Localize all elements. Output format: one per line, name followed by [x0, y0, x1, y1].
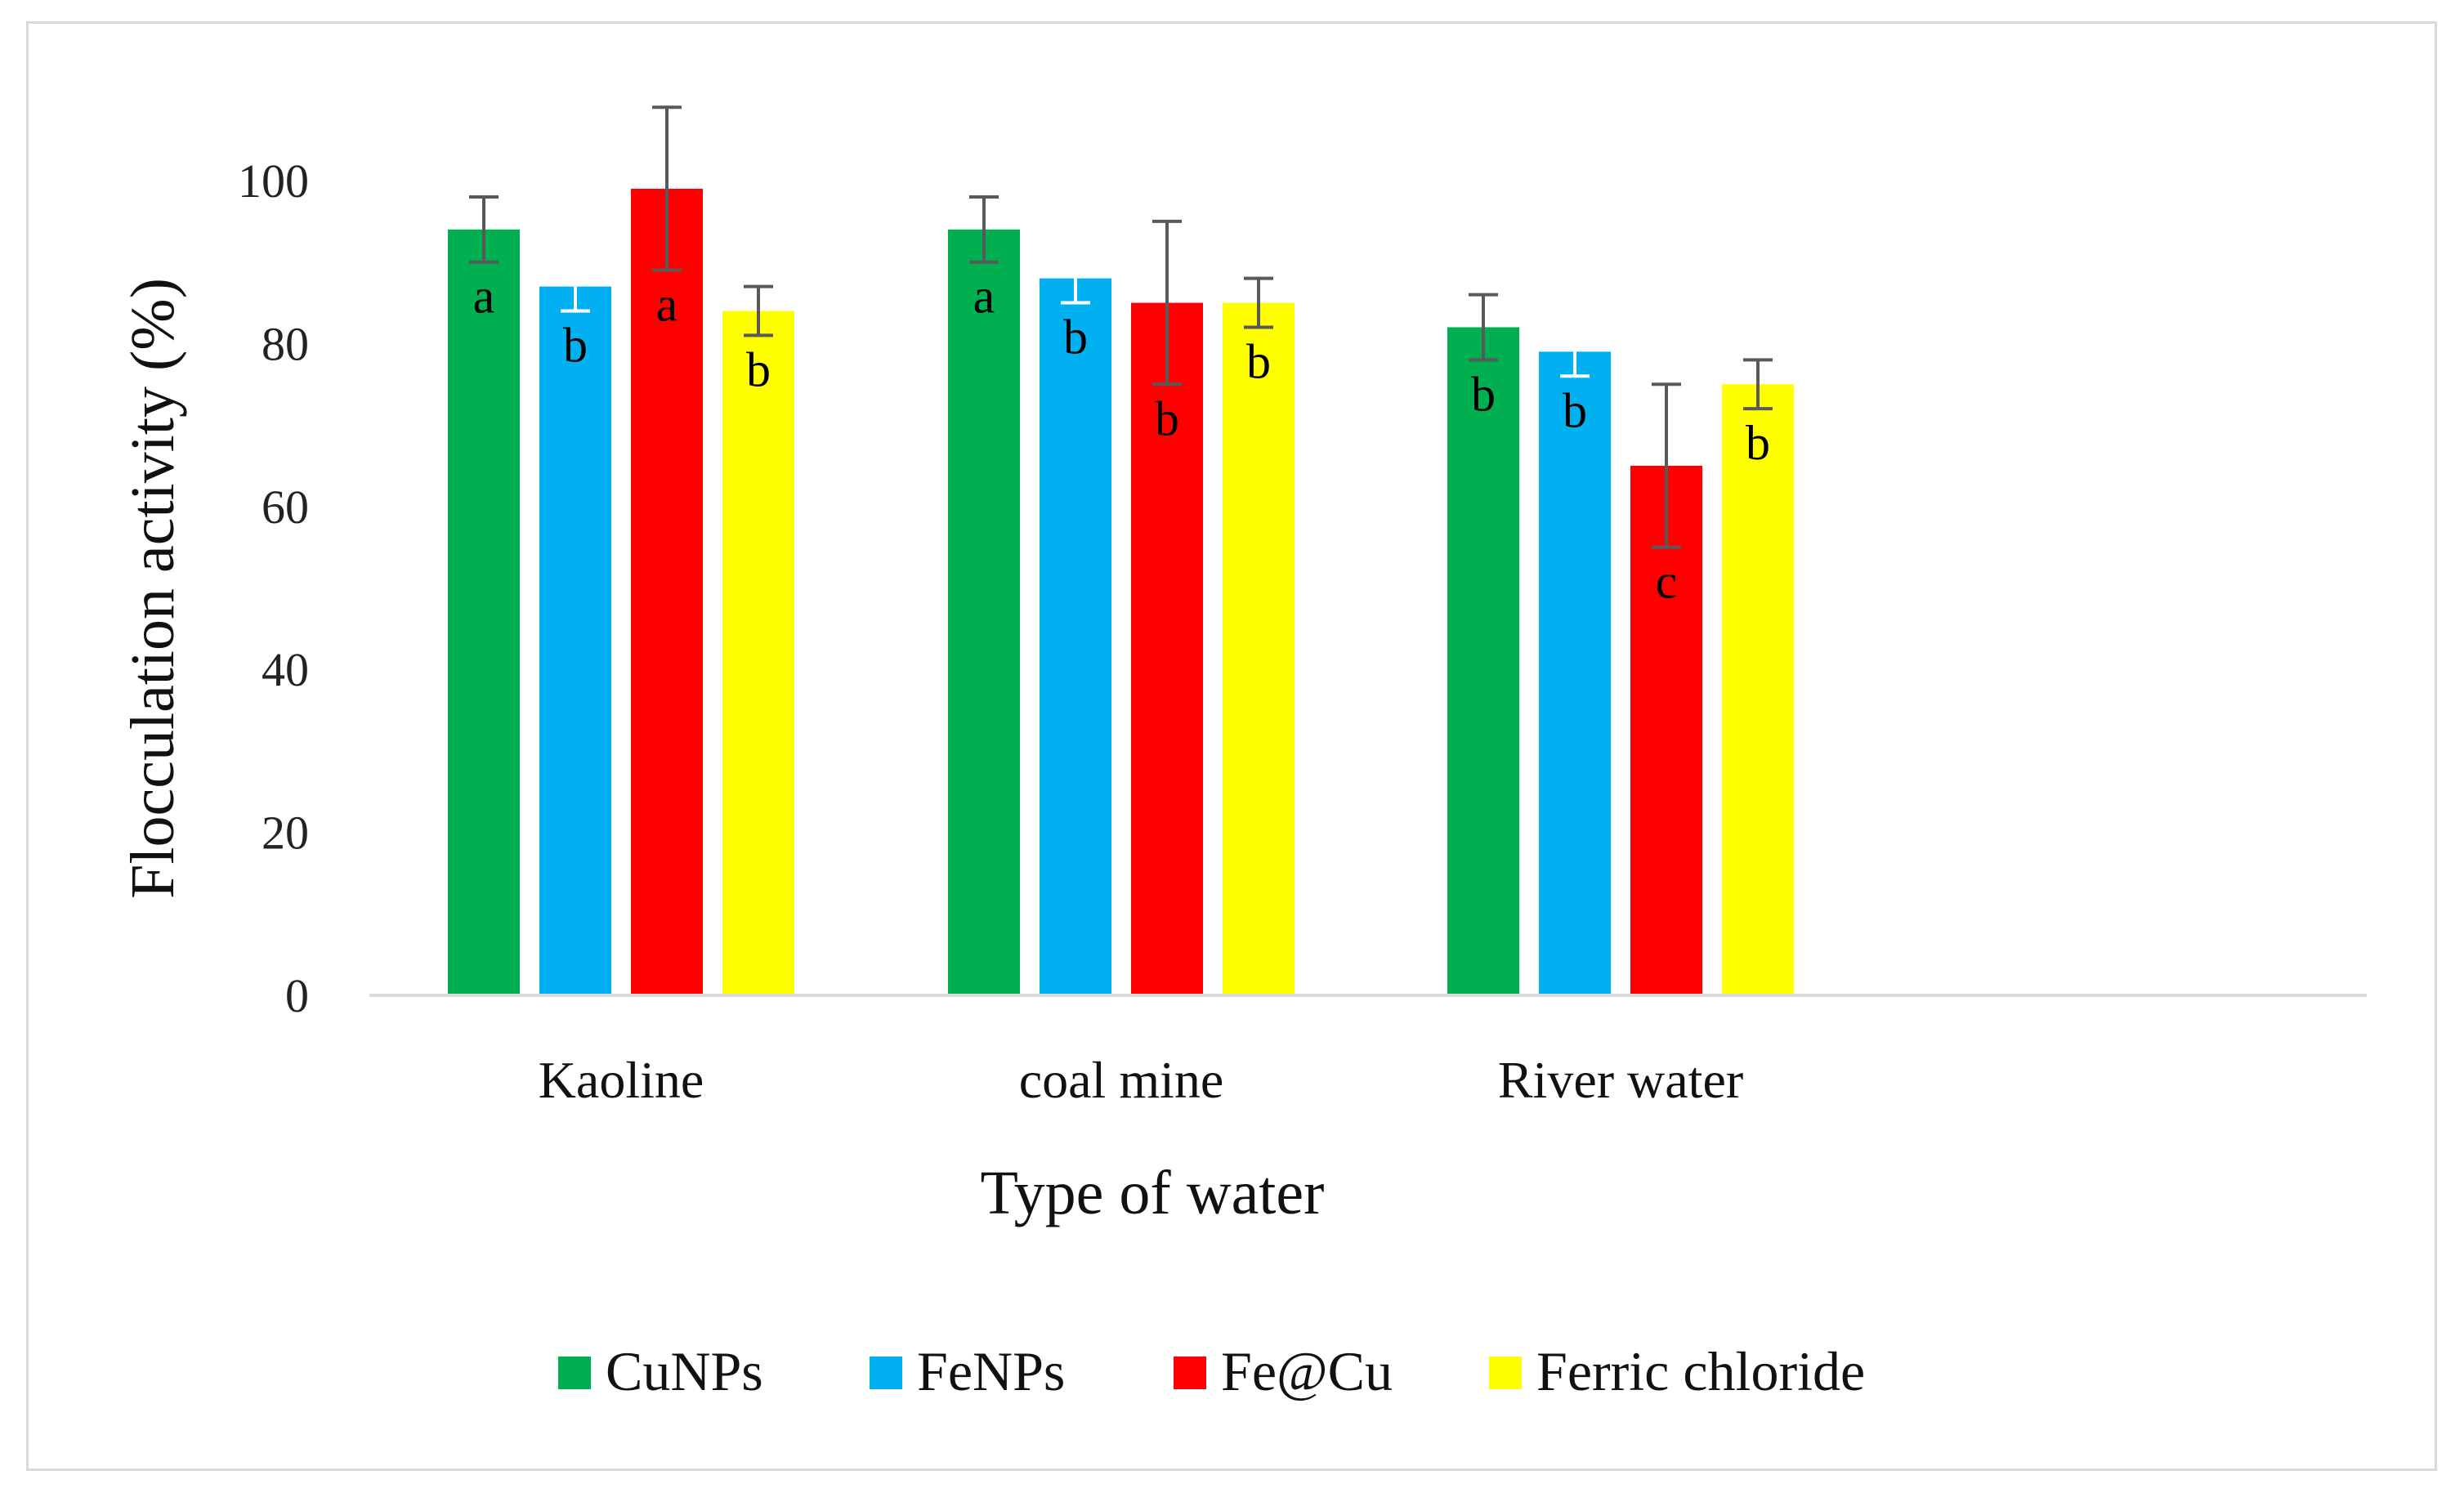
significance-label: b [563, 319, 588, 373]
bar [1447, 327, 1519, 996]
significance-label: b [746, 342, 771, 396]
error-bars [469, 105, 1773, 549]
bar [1040, 278, 1111, 995]
significance-labels: a b a b a b b b b b c b [473, 270, 1770, 609]
significance-label: a [973, 270, 995, 324]
legend: CuNPs FeNPs Fe@Cu Ferric chloride [558, 1340, 1865, 1402]
y-tick-label: 40 [262, 643, 309, 696]
x-axis-title: Type of water [981, 1159, 1325, 1227]
significance-label: c [1656, 555, 1678, 609]
y-tick-label: 20 [262, 807, 309, 860]
bar [948, 229, 1020, 995]
significance-label: b [1563, 383, 1587, 437]
bar [1131, 302, 1203, 995]
significance-label: b [1155, 391, 1179, 445]
significance-label: b [1063, 311, 1088, 364]
bar [1630, 465, 1702, 995]
legend-swatch [558, 1357, 591, 1389]
legend-label: Ferric chloride [1536, 1340, 1865, 1402]
legend-label: CuNPs [606, 1340, 763, 1402]
y-axis-title: Flocculation activity (%) [119, 278, 187, 899]
category-labels: Kaoline coal mine River water [539, 1051, 1743, 1109]
y-tick-label: 0 [285, 969, 309, 1022]
bar [722, 311, 794, 995]
significance-label: b [1246, 334, 1271, 388]
legend-swatch [1174, 1357, 1206, 1389]
y-axis-ticks: 0 20 40 60 80 100 [238, 154, 309, 1022]
y-tick-label: 60 [262, 481, 309, 534]
significance-label: a [656, 278, 678, 332]
y-tick-label: 80 [262, 317, 309, 370]
bar [631, 188, 703, 996]
category-label: coal mine [1019, 1051, 1224, 1109]
bar [1223, 302, 1295, 995]
legend-swatch [870, 1357, 902, 1389]
bar [448, 229, 520, 995]
legend-label: Fe@Cu [1221, 1340, 1393, 1402]
category-label: River water [1498, 1051, 1743, 1109]
bar [539, 286, 611, 995]
bars [448, 188, 1794, 996]
legend-label: FeNPs [917, 1340, 1065, 1402]
bar [1722, 384, 1794, 995]
significance-label: a [473, 270, 495, 324]
significance-label: b [1471, 367, 1496, 421]
significance-label: b [1746, 416, 1770, 470]
bar [1539, 351, 1611, 995]
y-tick-label: 100 [238, 154, 309, 208]
category-label: Kaoline [539, 1051, 704, 1109]
legend-swatch [1489, 1357, 1522, 1389]
